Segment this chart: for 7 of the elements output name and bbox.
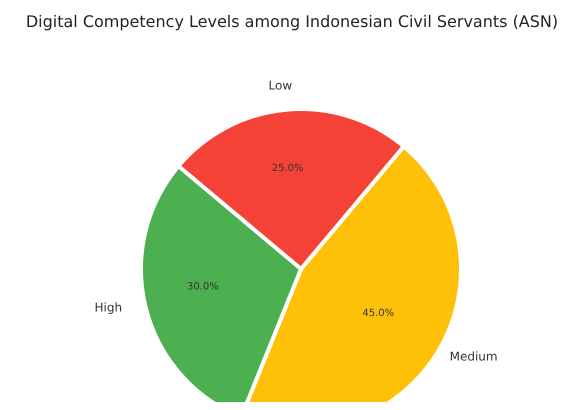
slice-label: Medium — [450, 349, 498, 364]
data-label: 45.0% — [362, 308, 394, 319]
data-label: 30.0% — [186, 282, 219, 293]
chart-title: Digital Competency Levels among Indonesian Civil Servants (ASN) — [24, 11, 560, 33]
slice-label: Low — [268, 78, 292, 92]
slice-label: High — [94, 300, 122, 314]
data-label: 25.0% — [272, 162, 304, 174]
